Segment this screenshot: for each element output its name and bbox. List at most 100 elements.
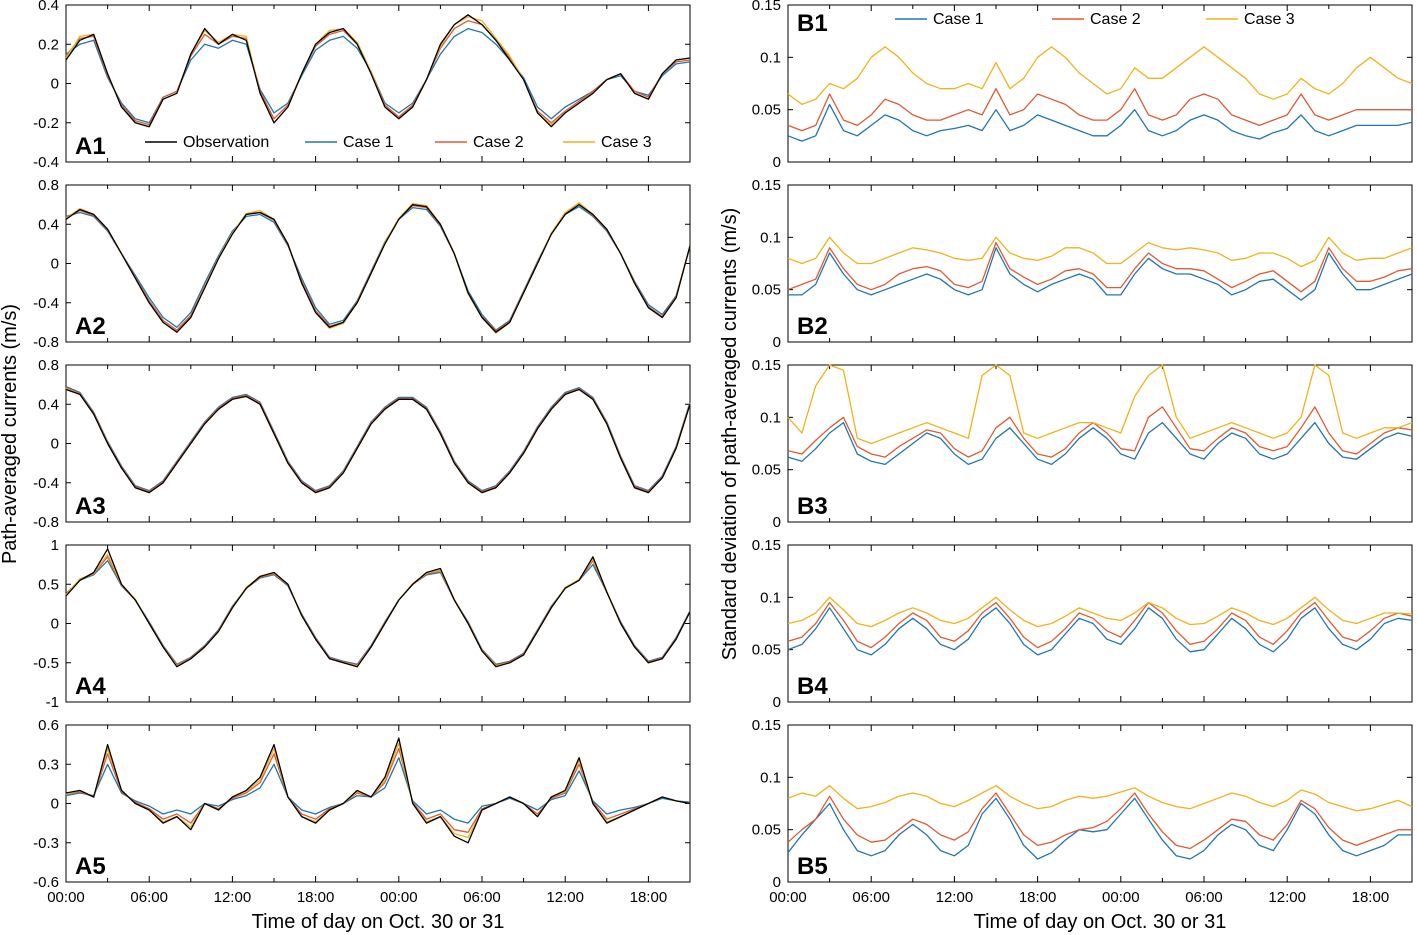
- panel-label-a2: A2: [75, 313, 106, 340]
- y-tick-label: 0.15: [752, 0, 781, 14]
- series-line-observation-a3: [65, 388, 691, 494]
- y-tick-label: 0.15: [752, 717, 781, 734]
- series-line-observation-a2: [65, 203, 691, 333]
- series-line-case-2-b1: [787, 88, 1412, 132]
- y-tick-label: 0.5: [38, 576, 59, 593]
- panel-label-b4: B4: [797, 673, 828, 700]
- series-line-case-1-a2: [65, 205, 691, 331]
- series-line-case-2-b4: [787, 601, 1413, 649]
- panel-a3: -0.8 -0.4 0 0.4 0.8 A3: [33, 357, 691, 531]
- panel-label-a1: A1: [75, 133, 106, 160]
- y-tick-label: 0.1: [760, 229, 781, 246]
- x-tick-label: 00:00: [380, 889, 418, 906]
- y-tick-label: -0.2: [33, 115, 59, 132]
- series-line-case-2-a4: [65, 556, 691, 666]
- y-tick-label: 0: [773, 874, 781, 891]
- y-tick-label: 0.15: [752, 357, 781, 374]
- series-line-case-3-b5: [787, 785, 1413, 812]
- y-tick-label: 0.1: [760, 589, 781, 606]
- y-tick-label: 0: [51, 76, 59, 93]
- legend-label-case-2: Case 2: [473, 134, 524, 151]
- y-tick-label: -0.8: [33, 514, 59, 531]
- y-tick-label: -1: [46, 694, 59, 711]
- y-tick-label: 0: [773, 154, 781, 171]
- series-line-case-1-a1: [65, 27, 691, 124]
- panel-a4: -1 -0.5 0 0.5 1 A4: [33, 537, 691, 711]
- series-line-observation-a5: [65, 737, 691, 844]
- panel-label-b1: B1: [797, 10, 828, 37]
- y-tick-label: 0: [51, 796, 59, 813]
- y-tick-label: 0.05: [752, 462, 781, 479]
- x-tick-label: 18:00: [630, 889, 668, 906]
- legend-label-observation: Observation: [183, 134, 269, 151]
- y-tick-label: 0.8: [38, 177, 59, 194]
- y-tick-label: 0.4: [38, 396, 59, 413]
- x-tick-label: 06:00: [463, 889, 501, 906]
- y-tick-label: 0.8: [38, 357, 59, 374]
- y-tick-label: 0: [51, 616, 59, 633]
- y-tick-label: -0.4: [33, 295, 59, 312]
- y-tick-label: 0.15: [752, 537, 781, 554]
- legend-label-case-1: Case 1: [933, 11, 984, 28]
- plot-frame-b3: [787, 364, 1413, 523]
- y-tick-label: 0.1: [760, 769, 781, 786]
- series-line-observation-a4: [65, 548, 691, 668]
- plot-frame-b4: [787, 544, 1413, 703]
- y-tick-label: 0.1: [760, 409, 781, 426]
- y-tick-label: 0: [773, 514, 781, 531]
- panel-a2: -0.8 -0.4 0 0.4 0.8 A2: [33, 177, 691, 351]
- x-tick-label: 18:00: [1019, 889, 1057, 906]
- y-tick-label: -0.6: [33, 874, 59, 891]
- series-line-case-1-b2: [788, 247, 1413, 301]
- x-tick-label: 00:00: [769, 889, 807, 906]
- plot-frame-b1: [787, 4, 1413, 163]
- series-line-case-1-b3: [787, 421, 1413, 466]
- x-tick-label: 18:00: [297, 889, 335, 906]
- y-tick-label: -0.4: [33, 154, 59, 171]
- plot-frame-b5: [787, 724, 1413, 883]
- panel-a1: -0.4 -0.2 0 0.2 0.4 A1 Observation Case 1 Case 2…: [33, 0, 691, 171]
- series-line-case-2-b3: [787, 406, 1413, 458]
- panel-b5: 0 0.05 0.1 0.15 00:00 06:00 12:00 18:00 00:00 06:…: [752, 717, 1413, 906]
- series-line-case-1-b4: [787, 607, 1413, 656]
- x-tick-label: 12:00: [936, 889, 974, 906]
- panel-b4: 0 0.05 0.1 0.15 B4: [752, 537, 1413, 711]
- series-line-case-3-b2: [787, 236, 1413, 268]
- series-line-case-3-b3: [787, 364, 1413, 445]
- y-tick-label: 1: [51, 537, 59, 554]
- series-line-case-1-b1: [787, 103, 1413, 142]
- y-tick-label: 0: [51, 256, 59, 273]
- x-tick-label: 06:00: [1185, 889, 1223, 906]
- series-line-case-3-b4: [787, 596, 1413, 628]
- panel-b2: 0 0.05 0.1 0.15 B2: [752, 177, 1413, 351]
- x-tick-label: 00:00: [1102, 889, 1140, 906]
- panel-label-a5: A5: [75, 853, 106, 880]
- y-tick-label: 0: [773, 694, 781, 711]
- series-line-case-2-a1: [65, 20, 691, 126]
- panel-label-b2: B2: [797, 313, 828, 340]
- y-tick-label: 0.3: [38, 756, 59, 773]
- series-line-case-1-a5: [65, 757, 691, 824]
- panel-label-b3: B3: [797, 493, 828, 520]
- y-tick-label: 0.05: [752, 822, 781, 839]
- plot-frame-a3: [65, 364, 691, 523]
- panel-label-a4: A4: [75, 673, 106, 700]
- x-tick-label: 12:00: [546, 889, 584, 906]
- y-tick-label: 0.05: [752, 102, 781, 119]
- y-tick-label: 0: [51, 436, 59, 453]
- x-tick-label: 18:00: [1352, 889, 1390, 906]
- y-tick-label: 0.6: [38, 717, 59, 734]
- x-tick-label: 12:00: [1268, 889, 1306, 906]
- y-tick-label: -0.4: [33, 475, 59, 492]
- y-tick-label: 0.05: [752, 642, 781, 659]
- series-line-case-1-b5: [787, 797, 1412, 860]
- left-x-axis-title: Time of day on Oct. 30 or 31: [252, 911, 505, 933]
- legend-label-case-3: Case 3: [601, 134, 652, 151]
- plot-frame-b2: [787, 184, 1413, 343]
- panels: -0.4 -0.2 0 0.2 0.4 A1 Observation Case 1 Case 2…: [33, 0, 1413, 906]
- panel-b1: 0 0.05 0.1 0.15 B1 Case 1 Case 2 Case 3: [752, 0, 1413, 171]
- y-tick-label: 0.15: [752, 177, 781, 194]
- x-tick-label: 00:00: [47, 889, 85, 906]
- y-tick-label: 0.4: [38, 216, 59, 233]
- x-tick-label: 06:00: [852, 889, 890, 906]
